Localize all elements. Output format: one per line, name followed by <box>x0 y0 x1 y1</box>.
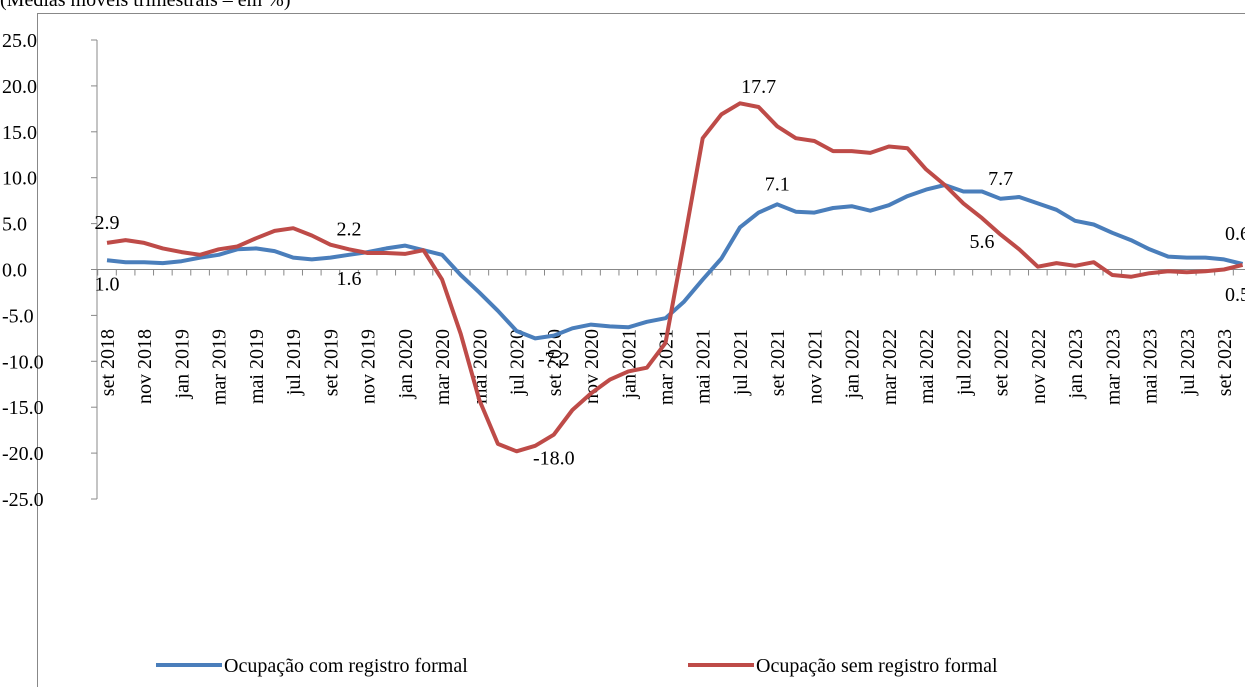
x-tick-label: set 2020 <box>544 329 566 396</box>
data-label: 2.2 <box>337 218 362 240</box>
x-tick-label: nov 2019 <box>358 329 380 404</box>
x-tick-label: jan 2021 <box>618 329 640 399</box>
data-label: 1.6 <box>337 268 362 290</box>
x-tick-label: mai 2021 <box>693 329 715 404</box>
y-tick-label: 5.0 <box>2 214 27 236</box>
x-tick-label: jul 2023 <box>1177 329 1199 396</box>
data-label: 2.9 <box>95 212 120 234</box>
data-label: 17.7 <box>741 76 776 98</box>
y-tick-label: -5.0 <box>2 305 34 327</box>
x-tick-label: mai 2020 <box>469 329 491 404</box>
x-tick-label: nov 2022 <box>1028 329 1050 404</box>
x-tick-label: nov 2020 <box>581 329 603 404</box>
y-tick-label: 20.0 <box>2 76 37 98</box>
data-label: 7.7 <box>988 168 1013 190</box>
y-tick-label: -10.0 <box>2 351 44 373</box>
series-line <box>106 101 1244 454</box>
x-tick-label: jan 2020 <box>395 329 417 399</box>
x-tick-label: mar 2019 <box>209 329 231 405</box>
x-tick-label: mar 2020 <box>432 329 454 405</box>
y-tick-label: 10.0 <box>2 168 37 190</box>
x-tick-label: mar 2022 <box>879 329 901 405</box>
data-label: 1.0 <box>95 273 120 295</box>
data-label: 5.6 <box>969 231 994 253</box>
x-tick-label: jan 2019 <box>171 329 193 399</box>
data-label: -7.2 <box>538 349 570 371</box>
y-tick-label: 0.0 <box>2 260 27 282</box>
x-tick-label: mar 2023 <box>1102 329 1124 405</box>
y-tick-label: 15.0 <box>2 122 37 144</box>
legend-label: Ocupação com registro formal <box>224 655 468 677</box>
x-tick-label: jul 2022 <box>953 329 975 396</box>
x-tick-label: jul 2019 <box>283 329 305 396</box>
y-tick-label: -20.0 <box>2 443 44 465</box>
x-tick-label: mai 2019 <box>246 329 268 404</box>
x-tick-label: set 2019 <box>320 329 342 396</box>
title-backdrop <box>0 0 520 12</box>
x-tick-label: nov 2018 <box>134 329 156 404</box>
chart-title: (Médias móveis trimestrais – em %) <box>0 0 291 11</box>
x-tick-label: jul 2020 <box>507 329 529 396</box>
x-tick-label: mai 2023 <box>1140 329 1162 404</box>
data-label: 0.6 <box>1225 223 1245 245</box>
chart-frame <box>37 13 1245 687</box>
y-tick-label: -25.0 <box>2 489 44 511</box>
legend-label: Ocupação sem registro formal <box>756 655 998 677</box>
series-line <box>106 183 1244 341</box>
x-tick-label: nov 2021 <box>804 329 826 404</box>
data-label: 7.1 <box>765 173 790 195</box>
x-tick-label: set 2022 <box>991 329 1013 396</box>
x-tick-label: set 2018 <box>97 329 119 396</box>
x-tick-label: set 2023 <box>1214 329 1236 396</box>
x-tick-label: set 2021 <box>767 329 789 396</box>
y-tick-label: 25.0 <box>2 30 37 52</box>
x-tick-label: jan 2022 <box>842 329 864 399</box>
y-tick-label: -15.0 <box>2 397 44 419</box>
x-tick-label: jan 2023 <box>1065 329 1087 399</box>
x-tick-label: mai 2022 <box>916 329 938 404</box>
x-tick-label: jul 2021 <box>730 329 752 396</box>
data-label: -18.0 <box>533 448 575 470</box>
data-label: 0.5 <box>1225 284 1245 306</box>
